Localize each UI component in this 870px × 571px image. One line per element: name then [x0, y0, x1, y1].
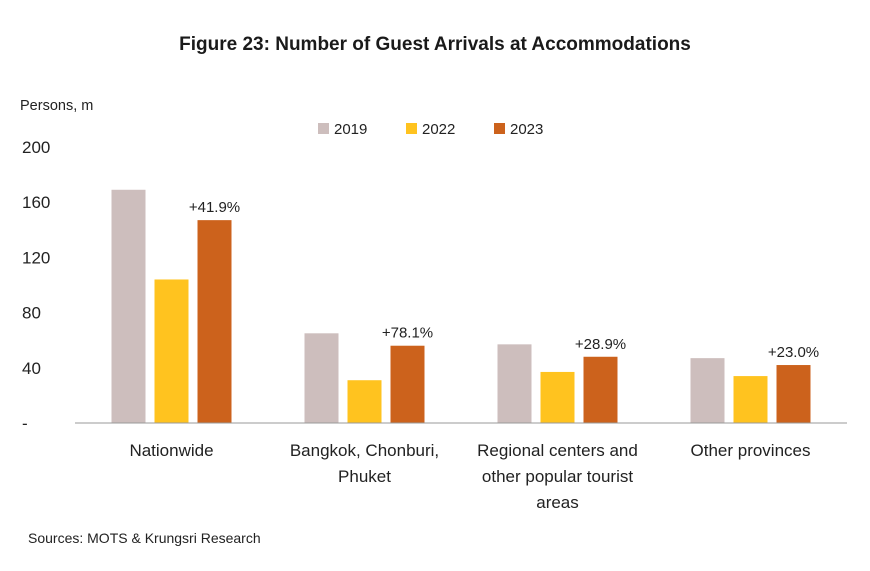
legend-swatch-2022	[406, 123, 417, 134]
growth-label: +28.9%	[575, 336, 626, 353]
y-axis-label: Persons, m	[20, 98, 93, 114]
bar-2019	[111, 189, 146, 423]
y-tick-label: 40	[22, 359, 41, 378]
bar-2023	[776, 365, 811, 423]
bar-2019	[497, 344, 532, 423]
y-tick-label: -	[22, 414, 28, 433]
category-labels: Nationwide Bangkok, Chonburi, Phuket Region…	[129, 441, 810, 512]
y-tick-label: 120	[22, 248, 50, 267]
legend-label: 2022	[422, 121, 455, 138]
y-tick-label: 160	[22, 193, 50, 212]
bar-2022	[733, 376, 768, 423]
category-label: areas	[536, 493, 579, 512]
bar-2023	[197, 220, 232, 423]
growth-label: +78.1%	[382, 325, 433, 342]
bars	[111, 189, 811, 423]
category-label: Bangkok, Chonburi,	[290, 441, 439, 460]
bar-2022	[347, 380, 382, 423]
growth-label: +41.9%	[189, 199, 240, 216]
legend-swatch-2019	[318, 123, 329, 134]
y-axis-ticks: - 40 80 120 160 200	[22, 138, 50, 433]
category-label: Nationwide	[129, 441, 213, 460]
category-label: Regional centers and	[477, 441, 638, 460]
category-label: Phuket	[338, 467, 391, 486]
y-tick-label: 80	[22, 304, 41, 323]
bar-2019	[690, 358, 725, 423]
legend: 2019 2022 2023	[318, 121, 543, 138]
bar-2022	[154, 279, 189, 423]
data-labels: +41.9% +78.1% +28.9% +23.0%	[189, 199, 819, 361]
source-note: Sources: MOTS & Krungsri Research	[28, 530, 261, 546]
bar-2023	[583, 356, 618, 423]
legend-label: 2023	[510, 121, 543, 138]
legend-swatch-2023	[494, 123, 505, 134]
bar-2023	[390, 345, 425, 423]
category-label: other popular tourist	[482, 467, 633, 486]
bar-2019	[304, 333, 339, 423]
category-label: Other provinces	[691, 441, 811, 460]
chart-title: Figure 23: Number of Guest Arrivals at A…	[179, 34, 691, 55]
growth-label: +23.0%	[768, 344, 819, 361]
legend-label: 2019	[334, 121, 367, 138]
y-tick-label: 200	[22, 138, 50, 157]
bar-2022	[540, 371, 575, 423]
